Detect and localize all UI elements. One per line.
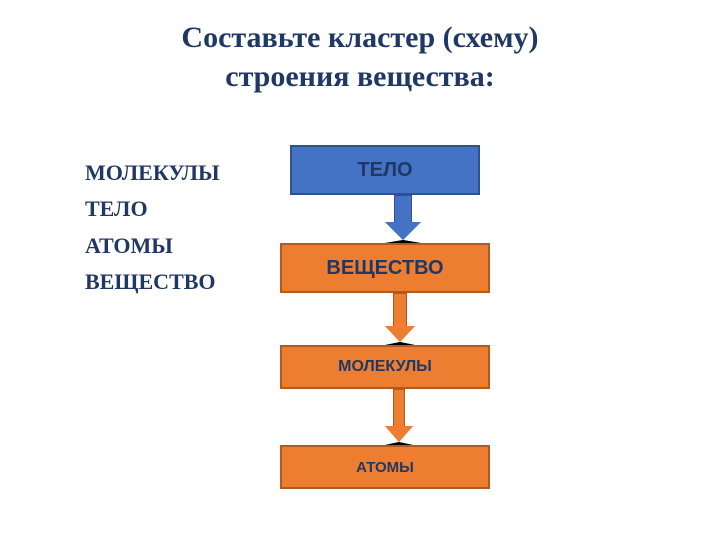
arrow-head-icon [385,222,421,243]
word-list-item: ТЕЛО [85,191,220,227]
title-line-1: Составьте кластер (схему) [0,18,720,57]
word-list-item: МОЛЕКУЛЫ [85,155,220,191]
arrow-veshestvo-to-molekuly [385,293,415,345]
arrow-head-icon [385,426,413,445]
word-list-item: ВЕЩЕСТВО [85,264,220,300]
arrow-shaft [393,389,405,429]
flowchart-node-atomy: АТОМЫ [280,445,490,489]
page-title: Составьте кластер (схему) строения вещес… [0,0,720,96]
flowchart-node-veshestvo: ВЕЩЕСТВО [280,243,490,293]
word-list: МОЛЕКУЛЫ ТЕЛО АТОМЫ ВЕЩЕСТВО [85,155,220,300]
flowchart-node-telo: ТЕЛО [290,145,480,195]
flowchart-node-molekuly: МОЛЕКУЛЫ [280,345,490,389]
arrow-molekuly-to-atomy [385,389,413,445]
arrow-head-icon [385,326,415,345]
title-line-2: строения вещества: [0,57,720,96]
arrow-shaft [393,293,407,329]
arrow-telo-to-veshestvo [385,195,421,243]
arrow-shaft [394,195,412,225]
word-list-item: АТОМЫ [85,228,220,264]
